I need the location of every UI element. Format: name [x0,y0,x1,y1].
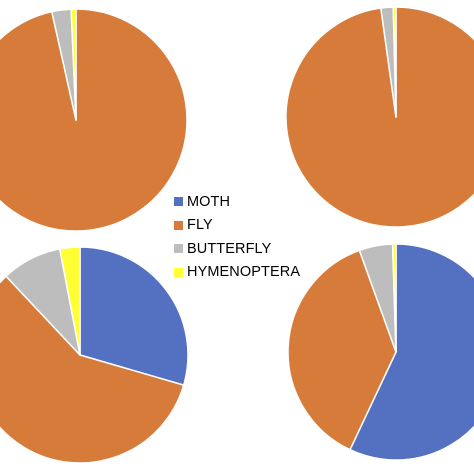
pie-bottom-right-slice-hymenoptera [391,243,397,353]
pie-bottom-right-slice-moth [349,243,474,461]
pie-top-right-slice-hymenoptera [392,6,397,118]
pie-top-right-slice-fly [285,6,474,228]
legend-item-hymenoptera: HYMENOPTERA [174,261,324,285]
legend-swatch-hymenoptera [174,267,183,277]
chart-legend: MOTH FLY BUTTERFLY HYMENOPTERA [174,190,324,284]
pie-bottom-left-slice-fly [0,275,185,464]
legend-label-butterfly: BUTTERFLY [187,240,272,257]
legend-item-butterfly: BUTTERFLY [174,237,324,261]
pie-charts-group [0,6,474,464]
pie-bottom-left-slice-hymenoptera [59,246,81,356]
pie-bottom-left-slice-moth [79,246,189,386]
legend-item-fly: FLY [174,214,324,238]
legend-label-moth: MOTH [187,193,231,210]
pie-top-left-slice-fly [0,8,188,232]
legend-swatch-moth [174,197,183,207]
legend-label-hymenoptera: HYMENOPTERA [187,264,301,281]
legend-swatch-fly [174,220,183,230]
legend-swatch-butterfly [174,244,183,254]
pie-top-left-slice-hymenoptera [70,8,77,121]
legend-item-moth: MOTH [174,190,324,214]
pie-bottom-right-slice-fly [287,249,397,451]
legend-label-fly: FLY [187,217,213,234]
